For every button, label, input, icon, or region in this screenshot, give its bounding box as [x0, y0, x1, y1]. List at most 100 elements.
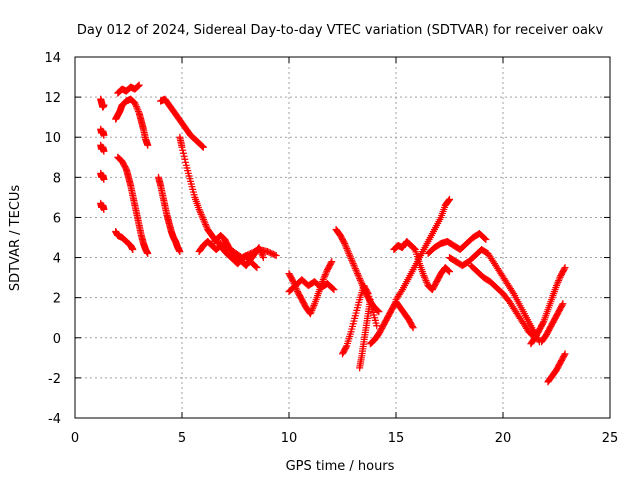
data-point: [559, 300, 567, 308]
data-point: [256, 245, 264, 253]
data-point: [481, 235, 489, 243]
data-point: [309, 303, 317, 311]
data-point: [195, 205, 203, 213]
data-point: [446, 195, 453, 203]
data-point: [132, 102, 140, 110]
y-tick-label: -4: [48, 412, 61, 427]
series-s25: [467, 262, 539, 342]
data-point: [258, 250, 266, 258]
data-point: [100, 131, 108, 139]
data-point: [176, 248, 184, 256]
data-point: [134, 82, 142, 90]
data-point: [202, 222, 210, 230]
data-point: [445, 196, 453, 204]
data-point: [308, 306, 316, 314]
data-point: [100, 101, 108, 109]
data-point: [445, 267, 453, 275]
data-point: [197, 209, 205, 217]
series-s7: [112, 95, 152, 149]
data-point: [134, 107, 142, 115]
data-point: [322, 269, 330, 277]
data-point: [366, 296, 374, 304]
data-point: [373, 322, 381, 330]
data-point: [423, 278, 431, 286]
data-point: [554, 278, 562, 286]
y-tick-label: 8: [53, 171, 61, 186]
data-point: [350, 261, 358, 269]
y-tick-label: 6: [53, 211, 61, 226]
data-point: [561, 350, 569, 358]
data-point: [178, 143, 186, 151]
data-point: [422, 277, 430, 285]
data-point: [329, 285, 337, 293]
data-point: [307, 308, 315, 316]
data-point: [306, 310, 314, 318]
data-point: [373, 306, 381, 314]
data-point: [259, 254, 267, 262]
data-point: [132, 101, 140, 109]
data-point: [343, 245, 351, 253]
x-tick-label: 25: [602, 431, 619, 446]
data-point: [321, 271, 329, 279]
x-tick-label: 10: [281, 431, 298, 446]
data-point: [561, 264, 569, 272]
data-point: [199, 143, 207, 151]
data-point: [409, 324, 417, 332]
series-s6: [114, 81, 143, 97]
data-point: [196, 207, 204, 215]
y-tick-label: 0: [53, 332, 61, 347]
data-point: [252, 263, 260, 271]
data-point: [421, 275, 429, 283]
data-point: [509, 288, 517, 296]
series-s2: [97, 125, 108, 139]
data-point: [482, 236, 490, 244]
data-point: [444, 266, 452, 274]
data-point: [556, 273, 564, 281]
series-s10: [157, 95, 207, 151]
data-point: [253, 264, 261, 272]
data-point: [199, 215, 207, 223]
data-point: [347, 255, 355, 263]
data-point: [144, 250, 152, 258]
x-tick-label: 20: [495, 431, 512, 446]
series-s14: [195, 238, 261, 272]
plot-frame: [74, 56, 611, 419]
data-points: [97, 81, 569, 386]
data-point: [179, 146, 187, 154]
data-point: [354, 271, 362, 279]
data-point: [553, 280, 561, 288]
data-point: [271, 251, 279, 259]
data-point: [560, 265, 568, 273]
data-point: [319, 276, 327, 284]
series-s28: [544, 350, 569, 386]
data-point: [182, 158, 190, 166]
data-point: [348, 258, 356, 266]
data-point: [446, 268, 453, 276]
data-point: [375, 308, 383, 316]
data-point: [408, 322, 416, 330]
y-tick-label: 2: [53, 292, 61, 307]
data-point: [343, 246, 351, 254]
data-point: [341, 241, 349, 249]
data-point: [353, 268, 361, 276]
data-point: [330, 286, 338, 294]
x-axis-label: GPS time / hours: [286, 459, 395, 474]
data-point: [352, 266, 360, 274]
data-point: [355, 273, 363, 281]
data-point: [560, 351, 568, 359]
data-point: [201, 219, 209, 227]
series-s27: [538, 300, 567, 346]
data-point: [327, 259, 335, 267]
series-s9: [112, 227, 137, 254]
data-point: [134, 106, 142, 114]
data-point: [420, 272, 428, 280]
data-point: [320, 274, 328, 282]
data-point: [411, 245, 419, 253]
data-point: [328, 258, 336, 266]
y-tick-label: 12: [44, 91, 61, 106]
data-point: [199, 143, 207, 151]
data-point: [100, 147, 108, 155]
series-s23: [424, 229, 490, 258]
data-point: [323, 267, 331, 275]
data-point: [539, 319, 547, 327]
